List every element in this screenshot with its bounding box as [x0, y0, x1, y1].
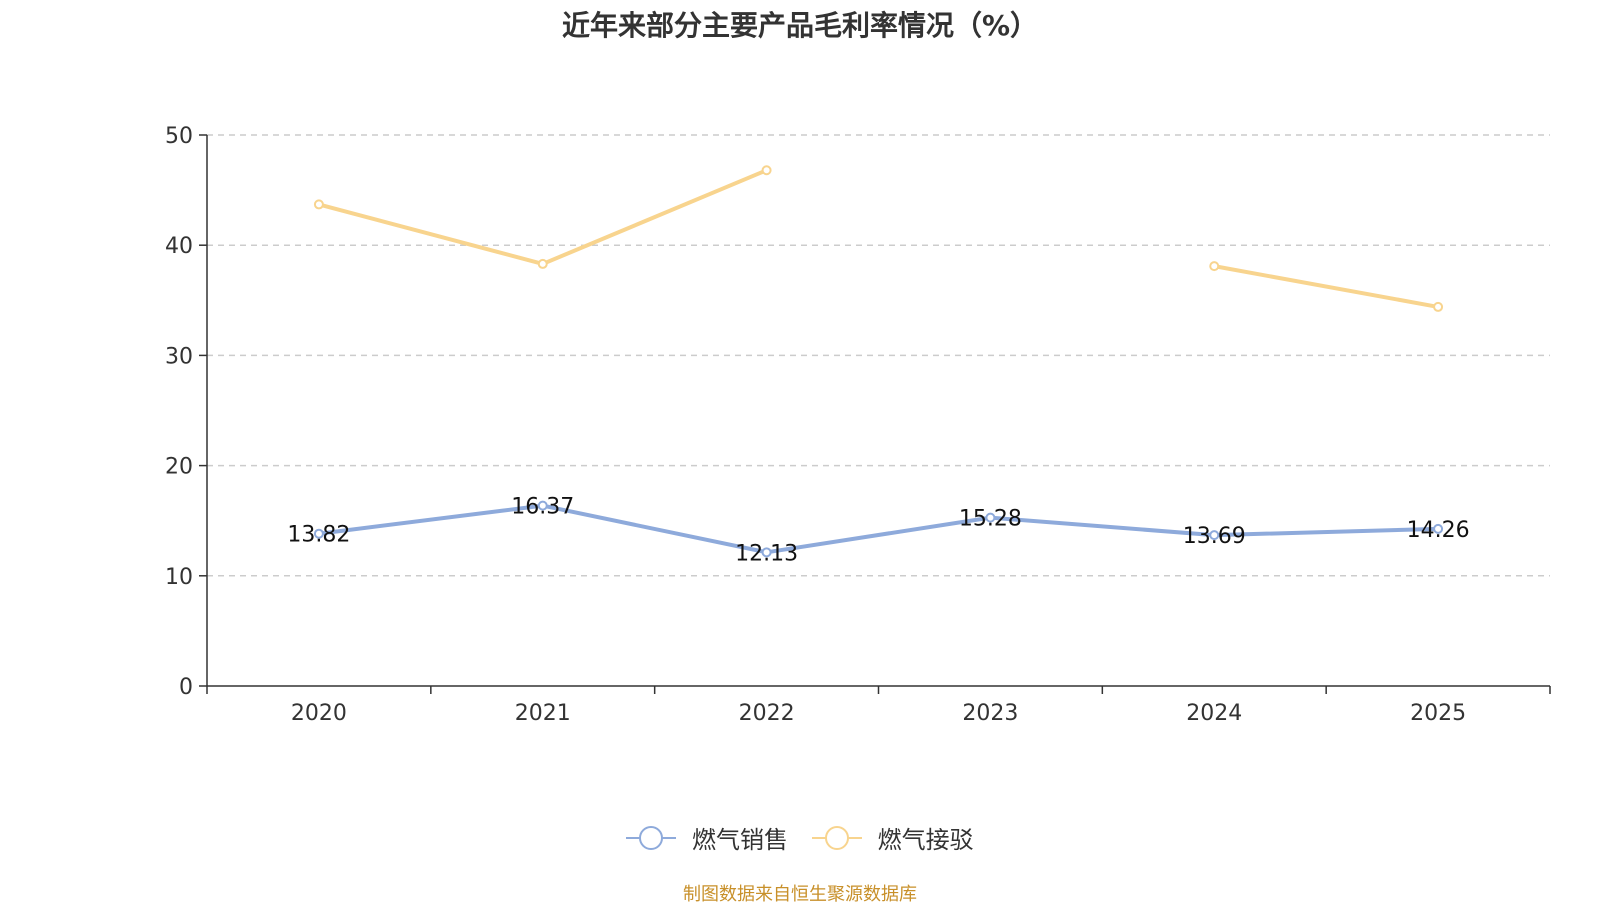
- data-point-1: [761, 165, 772, 176]
- data-point-1: [537, 258, 548, 269]
- x-tick-label: 2020: [291, 701, 347, 726]
- legend-item-gas-sales[interactable]: 燃气销售: [626, 820, 788, 855]
- data-label: 15.28: [959, 507, 1022, 532]
- data-label: 16.37: [511, 495, 574, 520]
- series-line-0: [318, 503, 1439, 555]
- data-point-0: [537, 500, 548, 511]
- x-tick-label: 2023: [962, 701, 1018, 726]
- data-source-note: 制图数据来自恒生聚源数据库: [683, 884, 917, 905]
- x-tick-label: 2021: [515, 701, 571, 726]
- x-tick-label: 2024: [1186, 701, 1242, 726]
- y-tick-label: 30: [165, 344, 193, 369]
- legend-marker-gas-connection-icon: [812, 825, 862, 850]
- y-tick-label: 10: [165, 565, 193, 590]
- series-line-1: [318, 168, 768, 266]
- legend-marker-gas-sales-icon: [626, 825, 677, 850]
- legend-label-gas-connection: 燃气接驳: [877, 826, 974, 854]
- y-tick-label: 50: [165, 124, 193, 149]
- data-point-1: [1209, 261, 1220, 272]
- data-point-1: [1433, 301, 1444, 312]
- data-point-0: [313, 528, 324, 539]
- y-tick-label: 40: [165, 234, 193, 259]
- y-tick-label: 0: [179, 675, 193, 700]
- data-point-1: [313, 199, 324, 210]
- legend-label-gas-sales: 燃气销售: [692, 826, 788, 854]
- y-tick-label: 20: [165, 455, 193, 480]
- x-tick-label: 2025: [1410, 701, 1466, 726]
- data-label: 12.13: [735, 541, 798, 566]
- data-point-0: [985, 512, 996, 523]
- x-tick-label: 2022: [739, 701, 795, 726]
- data-point-0: [1209, 530, 1220, 541]
- data-label: 13.82: [287, 523, 350, 548]
- legend: 燃气销售 燃气接驳: [0, 820, 1600, 855]
- chart-title: 近年来部分主要产品毛利率情况（%）: [561, 9, 1039, 42]
- data-point-0: [761, 547, 772, 558]
- data-label: 14.26: [1407, 518, 1470, 543]
- legend-item-gas-connection[interactable]: 燃气接驳: [812, 820, 974, 855]
- data-label: 13.69: [1183, 524, 1246, 549]
- series-line-1: [1213, 264, 1439, 309]
- data-point-0: [1433, 523, 1444, 534]
